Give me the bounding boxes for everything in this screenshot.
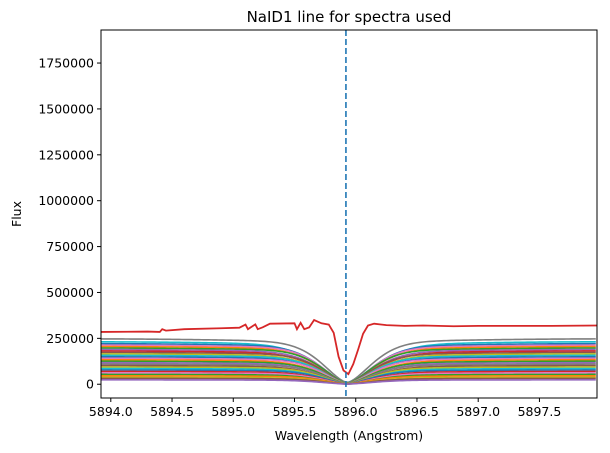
y-axis-title: Flux xyxy=(9,201,24,227)
x-tick-label: 5895.5 xyxy=(273,404,317,419)
x-tick-label: 5897.5 xyxy=(518,404,562,419)
x-tick-label: 5896.0 xyxy=(334,404,378,419)
y-tick-label: 1000000 xyxy=(38,193,94,208)
y-axis: 0 250000 500000 750000 1000000 1250000 1500000… xyxy=(38,56,101,392)
y-tick-label: 250000 xyxy=(46,331,94,346)
plot-area xyxy=(101,30,597,398)
y-tick-label: 1750000 xyxy=(38,56,94,71)
plot-frame xyxy=(100,29,598,399)
x-tick-label: 5897.0 xyxy=(456,404,500,419)
y-tick-label: 750000 xyxy=(46,239,94,254)
y-tick-label: 500000 xyxy=(46,285,94,300)
x-axis-title: Wavelength (Angstrom) xyxy=(275,428,423,443)
x-tick-label: 5894.5 xyxy=(150,404,194,419)
x-tick-label: 5896.5 xyxy=(395,404,439,419)
y-tick-label: 0 xyxy=(86,377,94,392)
spectrum-line-28 xyxy=(101,379,596,385)
x-tick-label: 5894.0 xyxy=(89,404,133,419)
x-tick-label: 5895.0 xyxy=(211,404,255,419)
y-tick-label: 1500000 xyxy=(38,101,94,116)
y-tick-label: 1250000 xyxy=(38,147,94,162)
x-axis: 5894.0 5894.5 5895.0 5895.5 5896.0 5896.5 5897… xyxy=(89,398,561,419)
chart-title: NaID1 line for spectra used xyxy=(247,8,452,26)
spectrum-line-highlight xyxy=(101,318,597,376)
